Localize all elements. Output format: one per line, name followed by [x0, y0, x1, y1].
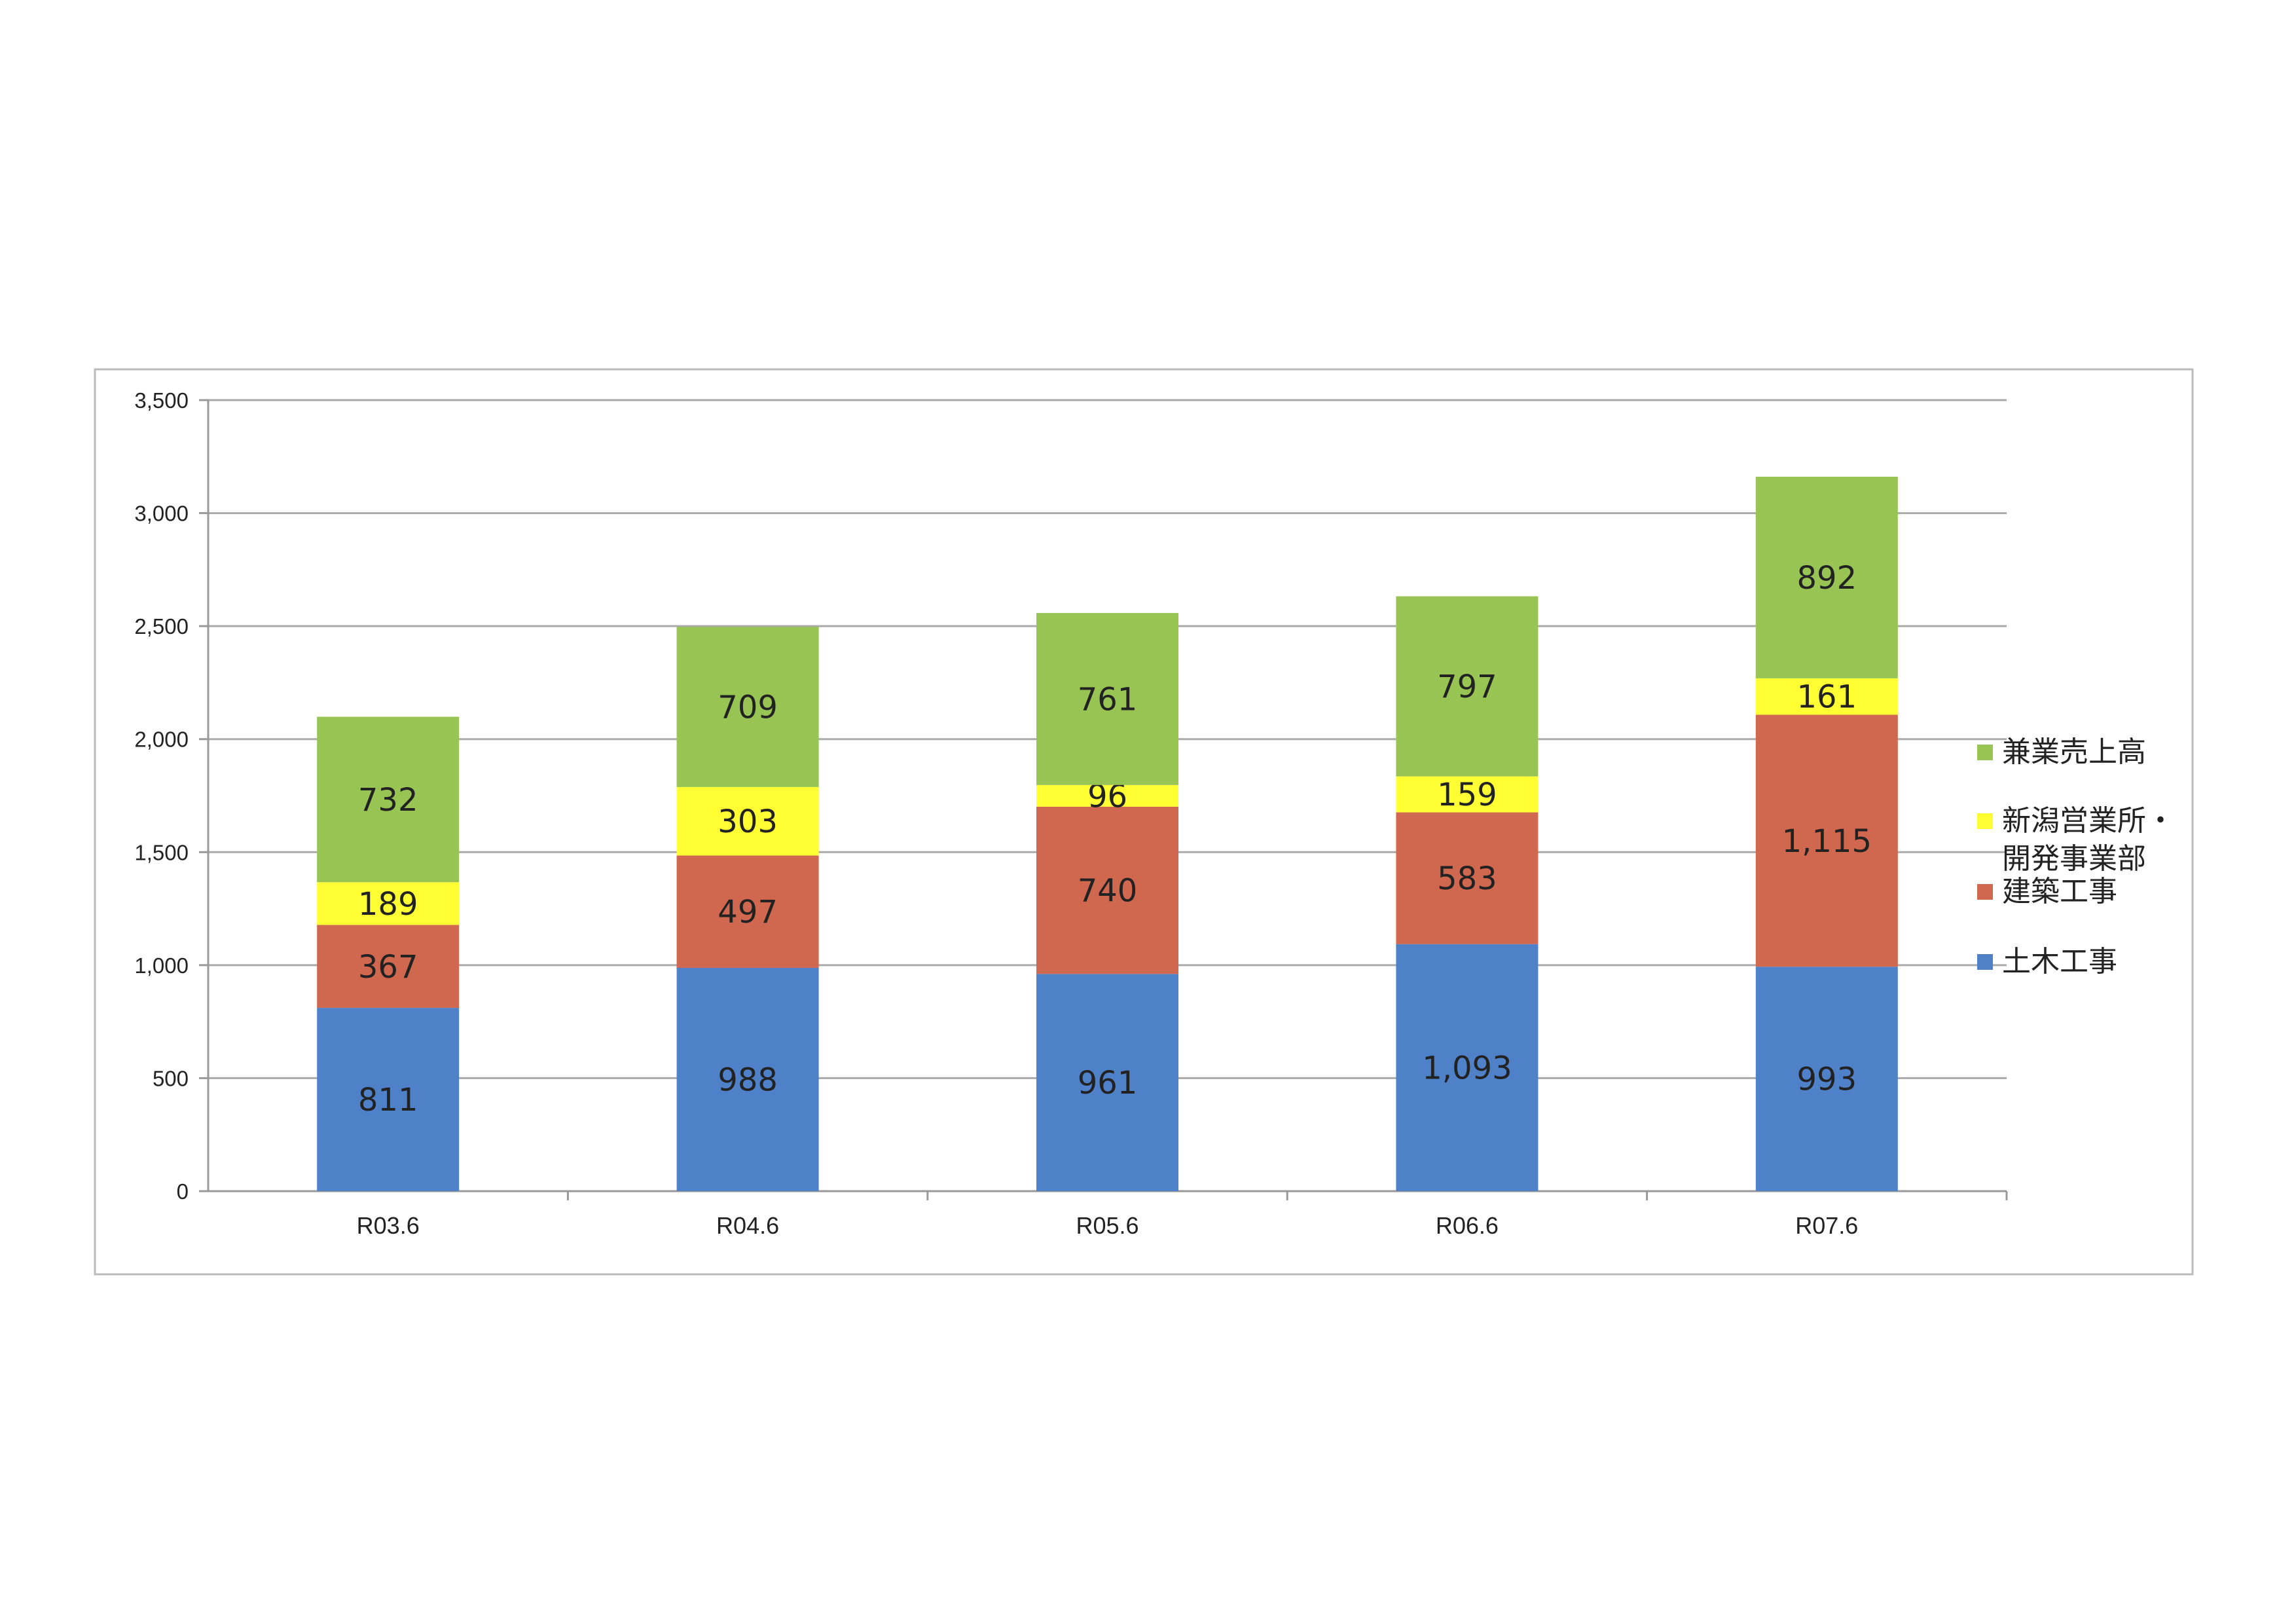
- data-label: 497: [718, 894, 778, 931]
- bar-segment: [317, 925, 460, 1008]
- x-tick-label: R03.6: [357, 1212, 420, 1239]
- legend-swatch: [1977, 954, 1993, 970]
- data-label: 709: [718, 690, 778, 726]
- bar-segment: [1396, 812, 1539, 944]
- data-label: 892: [1796, 560, 1857, 597]
- y-tick-label: 2,500: [134, 614, 189, 638]
- data-label: 988: [718, 1061, 778, 1098]
- bar-segment: [1036, 784, 1178, 807]
- bar-segment: [317, 716, 460, 883]
- bar-segment: [1396, 944, 1539, 1191]
- bar-segment: [1036, 974, 1178, 1191]
- legend-label: 開発事業部: [2002, 842, 2146, 876]
- legend-label: 建築工事: [2002, 875, 2117, 908]
- data-label: 159: [1437, 777, 1497, 813]
- bar-segment: [1036, 806, 1178, 974]
- data-label: 732: [358, 782, 418, 819]
- bar-segment: [317, 882, 460, 925]
- x-tick-label: R04.6: [716, 1212, 779, 1239]
- data-label: 1,115: [1782, 823, 1872, 860]
- bar-segment: [1755, 714, 1898, 967]
- x-tick-label: R06.6: [1436, 1212, 1499, 1239]
- legend-label: 新潟営業所・: [2002, 804, 2175, 838]
- bar-segment: [1755, 477, 1898, 678]
- y-tick-label: 2,000: [134, 728, 189, 752]
- legend-swatch: [1977, 813, 1993, 829]
- y-tick-label: 500: [153, 1066, 189, 1090]
- bar-segment: [676, 967, 819, 1191]
- bar-segment: [1396, 776, 1539, 813]
- bar-segment: [676, 627, 819, 787]
- bar-segment: [676, 855, 819, 968]
- legend-swatch: [1977, 745, 1993, 760]
- data-label: 189: [358, 886, 418, 923]
- legend-swatch: [1977, 884, 1993, 900]
- y-tick-label: 1,500: [134, 840, 189, 864]
- data-label: 961: [1078, 1065, 1138, 1101]
- x-tick-label: R07.6: [1795, 1212, 1858, 1239]
- legend-label: 土木工事: [2002, 945, 2117, 978]
- bar-segment: [1755, 678, 1898, 715]
- data-label: 740: [1078, 873, 1138, 910]
- data-label: 583: [1437, 860, 1497, 897]
- y-tick-label: 3,000: [134, 502, 189, 526]
- data-label: 161: [1796, 679, 1857, 716]
- data-label: 993: [1796, 1061, 1857, 1098]
- bar-segment: [1036, 613, 1178, 785]
- data-label: 797: [1437, 669, 1497, 705]
- y-tick-label: 3,500: [134, 388, 189, 413]
- bar-segment: [1755, 967, 1898, 1191]
- data-label: 811: [358, 1082, 418, 1118]
- bar-segment: [317, 1008, 460, 1191]
- data-label: 761: [1078, 681, 1138, 718]
- bar-segment: [676, 786, 819, 856]
- y-tick-label: 0: [177, 1179, 189, 1204]
- bar-segment: [1396, 596, 1539, 777]
- data-label: 367: [358, 949, 418, 986]
- x-tick-label: R05.6: [1076, 1212, 1139, 1239]
- data-label: 303: [718, 803, 778, 840]
- y-tick-label: 1,000: [134, 953, 189, 978]
- data-label: 1,093: [1422, 1050, 1512, 1086]
- legend-label: 兼業売上高: [2002, 735, 2146, 769]
